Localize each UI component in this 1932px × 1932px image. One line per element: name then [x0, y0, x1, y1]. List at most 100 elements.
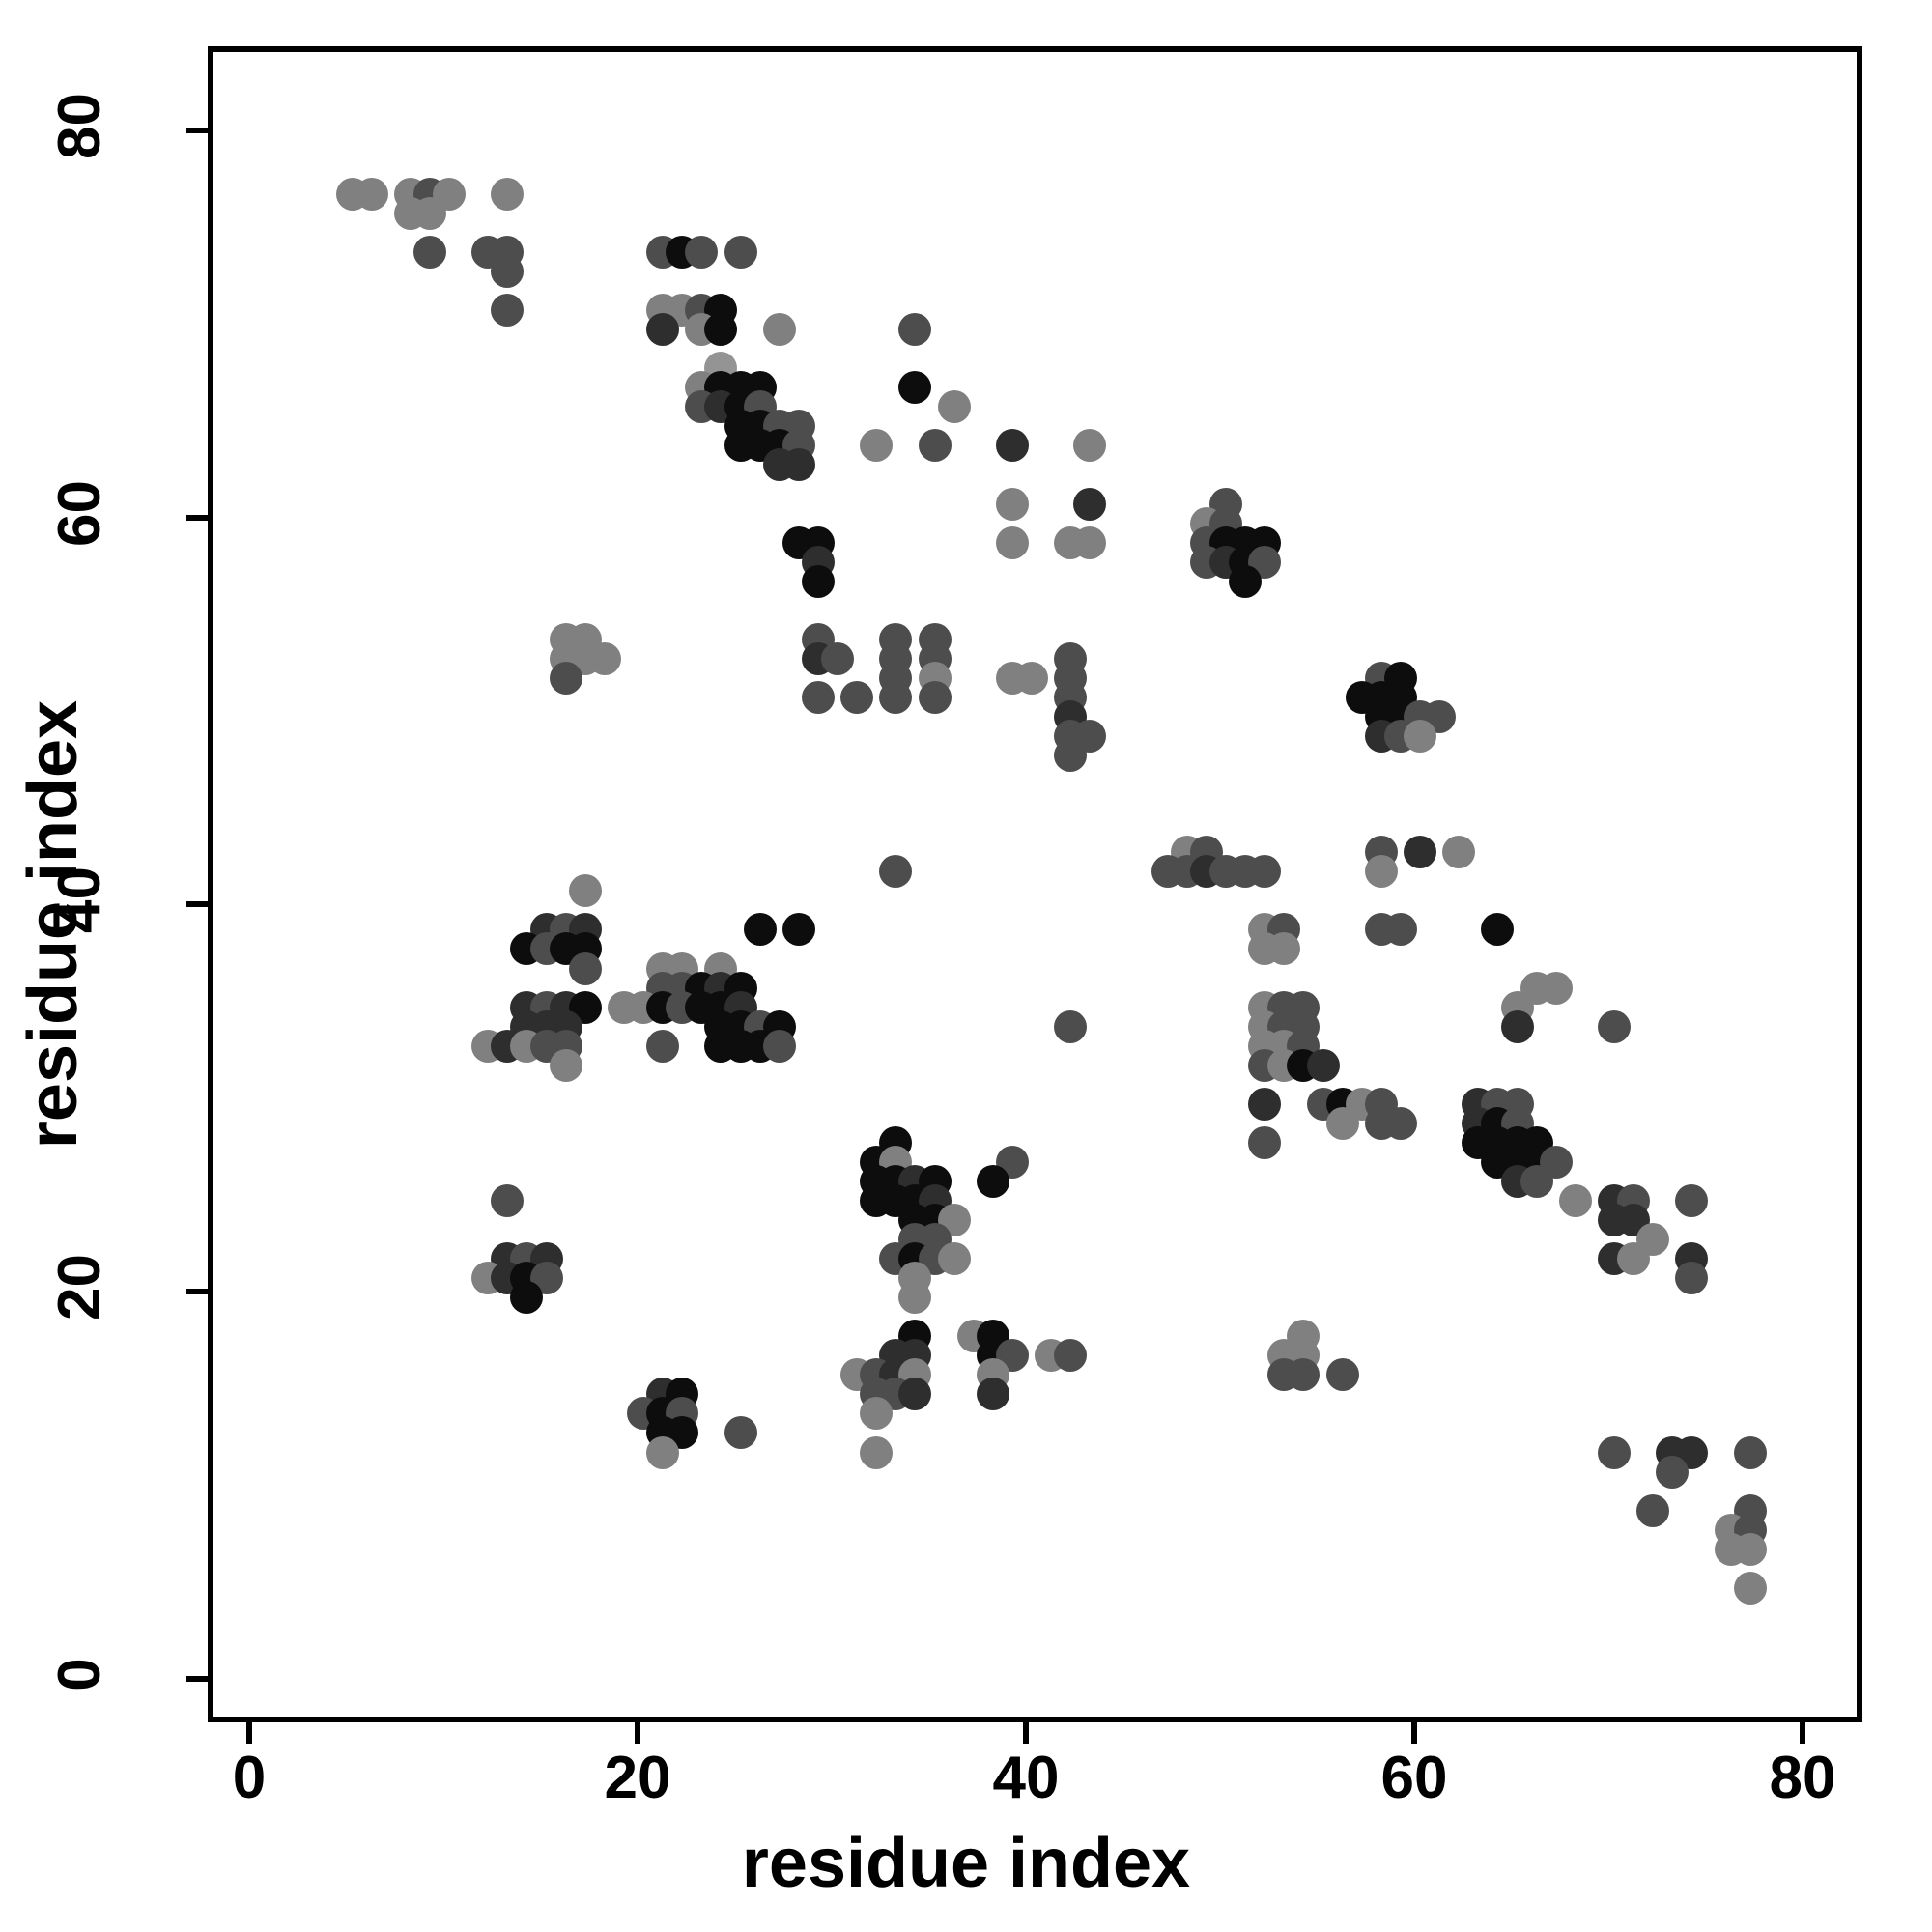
data-point	[1383, 913, 1417, 947]
data-point	[1733, 1435, 1767, 1469]
data-point	[1598, 1435, 1631, 1469]
data-point	[491, 177, 525, 211]
data-point	[801, 680, 835, 714]
plot-panel	[208, 46, 1862, 1722]
data-point	[918, 429, 952, 463]
data-point	[1656, 1455, 1690, 1489]
data-point	[1248, 855, 1282, 889]
data-point	[762, 1029, 796, 1063]
data-point	[1675, 1262, 1709, 1295]
data-point	[840, 680, 874, 714]
data-point	[898, 371, 932, 405]
data-point	[568, 874, 602, 908]
data-point	[918, 680, 952, 714]
x-tick-label: 40	[992, 1745, 1060, 1811]
data-point	[1442, 836, 1476, 869]
y-tick-label: 20	[46, 1254, 113, 1321]
data-point	[1383, 1106, 1417, 1140]
x-tick-mark	[635, 1722, 640, 1744]
data-point	[355, 177, 388, 211]
data-point	[801, 564, 835, 598]
data-point	[568, 952, 602, 985]
data-point	[898, 313, 932, 347]
data-point	[937, 390, 971, 424]
data-point	[860, 429, 894, 463]
data-point	[646, 313, 680, 347]
data-point	[1733, 1571, 1767, 1605]
y-tick-mark	[186, 1289, 208, 1295]
data-point	[1636, 1493, 1670, 1527]
data-point	[724, 236, 757, 270]
data-point	[995, 526, 1029, 559]
x-tick-mark	[246, 1722, 252, 1744]
data-point	[510, 1281, 544, 1315]
data-point	[898, 1378, 932, 1411]
x-tick-label: 20	[604, 1745, 671, 1811]
x-tick-mark	[1800, 1722, 1805, 1744]
data-point	[1073, 487, 1107, 521]
data-point	[491, 255, 525, 289]
data-point	[412, 236, 446, 270]
data-point	[1675, 1184, 1709, 1217]
data-point	[781, 448, 815, 482]
data-point	[1617, 1242, 1651, 1276]
data-point	[1248, 1125, 1282, 1159]
x-tick-label: 0	[232, 1745, 267, 1811]
y-tick-label: 40	[46, 867, 113, 934]
y-tick-mark	[186, 514, 208, 521]
data-point	[549, 1048, 582, 1082]
data-point	[646, 1435, 680, 1469]
scatter-plot-area	[213, 52, 1857, 1717]
x-tick-mark	[1023, 1722, 1029, 1744]
data-point	[1733, 1532, 1767, 1566]
data-point	[860, 1397, 894, 1431]
data-point	[976, 1378, 1009, 1411]
data-point	[549, 661, 582, 695]
data-point	[587, 641, 621, 675]
data-point	[1054, 739, 1088, 773]
y-tick-label: 80	[46, 92, 113, 159]
x-tick-mark	[1411, 1722, 1417, 1744]
data-point	[821, 641, 854, 675]
x-tick-label: 60	[1380, 1745, 1448, 1811]
data-point	[1404, 836, 1436, 869]
data-point	[995, 487, 1029, 521]
data-point	[412, 196, 446, 230]
data-point	[646, 1029, 680, 1063]
data-point	[1539, 971, 1573, 1005]
data-point	[976, 1164, 1009, 1198]
data-point	[704, 313, 738, 347]
data-point	[1054, 1009, 1088, 1043]
data-point	[724, 1416, 757, 1450]
data-point	[743, 913, 777, 947]
data-point	[879, 680, 913, 714]
data-point	[1054, 1339, 1088, 1373]
data-point	[860, 1435, 894, 1469]
data-point	[1325, 1106, 1359, 1140]
data-point	[1404, 720, 1436, 753]
y-tick-label: 60	[46, 479, 113, 547]
data-point	[685, 236, 719, 270]
data-point	[1598, 1009, 1631, 1043]
data-point	[1073, 526, 1107, 559]
data-point	[898, 1281, 932, 1315]
data-point	[1015, 661, 1048, 695]
data-point	[1229, 564, 1263, 598]
data-point	[1500, 1009, 1534, 1043]
y-tick-mark	[186, 1676, 208, 1682]
data-point	[879, 855, 913, 889]
data-point	[1481, 913, 1515, 947]
data-point	[937, 1242, 971, 1276]
y-tick-mark	[186, 127, 208, 133]
data-point	[1287, 1358, 1321, 1392]
y-tick-mark	[186, 901, 208, 908]
data-point	[1306, 1048, 1340, 1082]
data-point	[1267, 932, 1301, 966]
data-point	[491, 294, 525, 327]
x-tick-label: 80	[1769, 1745, 1836, 1811]
data-point	[1325, 1358, 1359, 1392]
data-point	[1558, 1184, 1592, 1217]
data-point	[1364, 855, 1398, 889]
data-point	[762, 313, 796, 347]
